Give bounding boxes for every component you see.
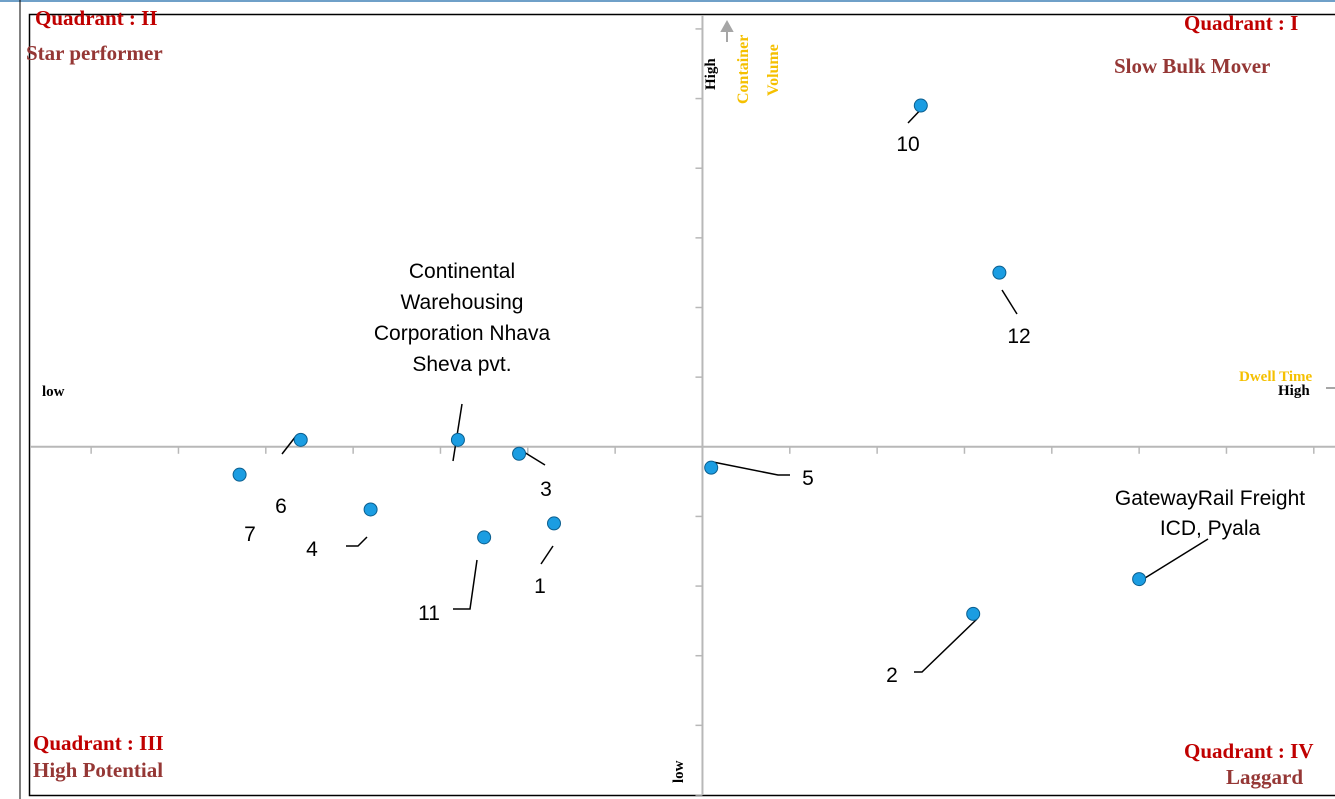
quadrant-1-number: Quadrant : I [1184,11,1298,35]
quadrant-3-number: Quadrant : III [33,731,164,755]
x-axis-low-label: low [42,384,65,400]
leader-line [1144,538,1209,579]
data-point-label-line: ICD, Pyala [1160,517,1261,540]
leader-line [452,403,463,462]
data-point [477,530,492,545]
data-point [232,467,247,482]
data-point-label: 1 [534,575,546,598]
data-point [293,432,308,447]
data-point-label: 7 [244,523,256,546]
quadrant-4-number: Quadrant : IV [1184,739,1314,763]
x-axis-title: Dwell Time [1239,369,1313,385]
data-point-label: 3 [540,478,552,501]
data-point [704,460,719,475]
quadrant-3-name: High Potential [33,758,163,782]
data-point-group: 3 [512,446,552,501]
quadrant-2-name: Star performer [26,41,163,65]
y-axis-low-label: low [671,760,687,783]
leader-line [281,435,297,455]
data-point-group: 12 [992,265,1031,348]
data-point-label: 2 [886,664,898,687]
plot-frame [28,13,1335,797]
data-point-label-line: Warehousing [401,291,524,314]
axes [30,15,1335,796]
data-point-label-line: Sheva pvt. [412,353,511,376]
data-point-label: 11 [418,602,440,625]
data-point-label: 5 [802,467,814,490]
data-point-group: 5 [704,460,814,490]
data-point-group: 4 [306,502,378,561]
leader-line [346,536,368,547]
quadrant-4-name: Laggard [1226,765,1303,789]
leader-line [712,461,790,476]
data-point [547,516,561,531]
data-point-label: Continental Warehousing Corporation Nhava S… [374,260,551,376]
data-point-group: 1 [534,516,561,598]
leader-line [453,559,478,610]
y-axis-title-line-1: Container [735,35,752,104]
data-point-label-line: GatewayRail Freight [1115,487,1305,510]
leader-line [914,618,978,673]
y-axis-arrow-icon [720,19,734,42]
data-point-label: 12 [1007,325,1030,348]
y-axis-high-label: High [703,58,719,90]
x-axis-high-label: High [1278,383,1310,399]
y-axis-title-line-2: Volume [765,44,782,96]
data-point-label-line: Corporation Nhava [374,322,551,345]
quadrant-2-number: Quadrant : II [35,6,158,30]
data-point-group: 6 [275,432,308,518]
data-point [966,606,981,621]
data-point [363,502,378,517]
data-point [450,432,465,447]
data-point [512,446,527,461]
quadrant-1-name: Slow Bulk Mover [1114,54,1270,78]
data-point [1132,572,1147,587]
data-point-group: Continental Warehousing Corporation Nhava S… [374,260,551,462]
data-point-label: 4 [306,538,318,561]
data-point [913,98,928,113]
data-point-label: 6 [275,495,287,518]
data-point [992,265,1007,280]
data-point-group: 2 [886,606,981,687]
data-point-group: 7 [232,467,256,546]
data-point-label: GatewayRail Freight ICD, Pyala [1115,487,1305,540]
data-point-label-line: Continental [409,260,515,283]
data-point-group: 11 [418,530,492,625]
data-point-group: GatewayRail Freight ICD, Pyala [1115,487,1305,587]
data-point-label: 10 [896,133,919,156]
leader-line [1001,289,1018,315]
data-point-group: 10 [896,98,928,156]
leader-line [540,545,554,565]
